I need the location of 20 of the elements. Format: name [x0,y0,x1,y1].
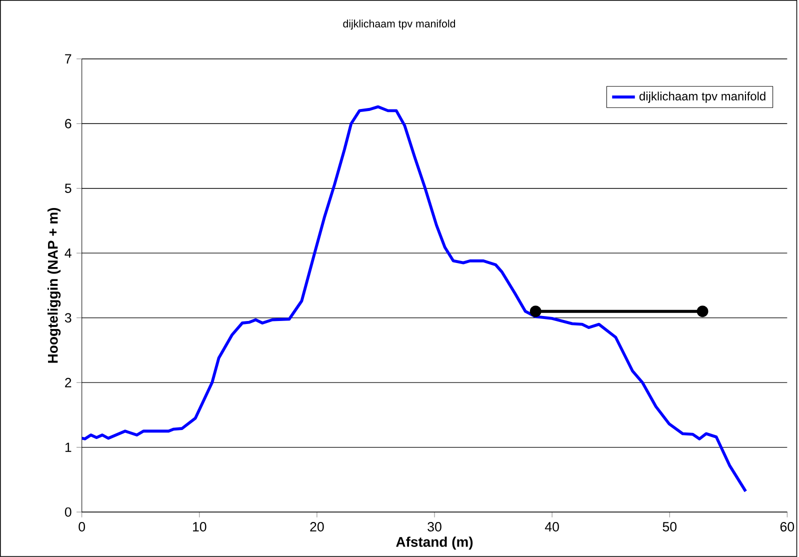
y-tick-label: 0 [64,507,72,517]
x-tick-label: 30 [428,522,442,532]
x-axis-title: Afstand (m) [396,536,473,550]
chart-title: dijklichaam tpv manifold [343,20,456,30]
y-tick-label: 7 [65,54,72,64]
legend-label: dijklichaam tpv manifold [639,92,766,103]
x-tick-label: 60 [780,522,794,532]
y-axis-title: Hoogteliggin (NAP + m) [48,208,61,363]
y-tick-label: 5 [64,184,72,194]
x-tick-label: 50 [662,522,676,532]
x-tick-label: 20 [310,522,324,532]
x-tick-label: 10 [193,522,206,532]
y-tick-label: 4 [64,248,72,258]
x-tick-label: 0 [78,522,86,532]
y-tick-label: 1 [65,442,72,452]
line-series [82,105,748,493]
x-tick-label: 40 [544,522,559,532]
y-tick-label: 2 [65,378,72,388]
y-tick-label: 3 [64,313,72,323]
y-tick-label: 6 [65,118,72,128]
